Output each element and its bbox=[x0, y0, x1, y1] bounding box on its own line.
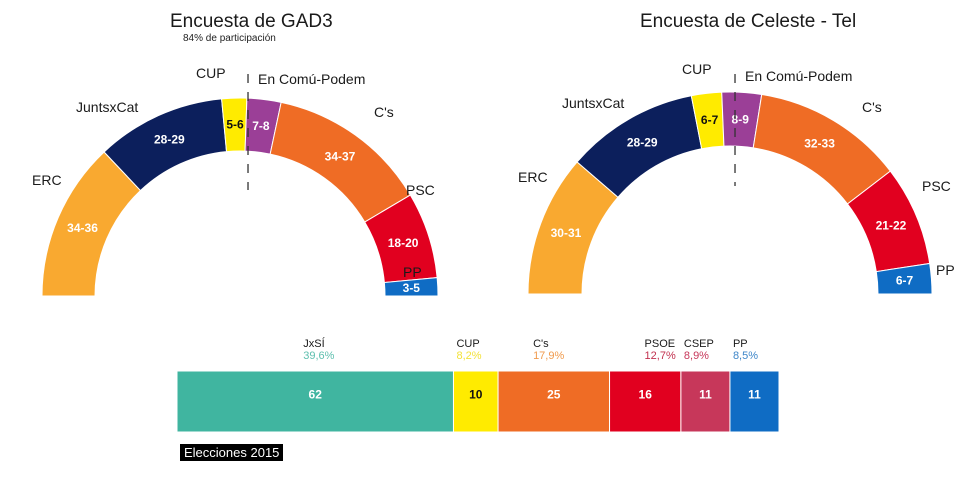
party-label-erc: ERC bbox=[32, 172, 62, 188]
segment-seats-label: 8-9 bbox=[732, 112, 750, 126]
segment-seats-label: 32-33 bbox=[804, 137, 835, 151]
bar-party-name: JxSÍ bbox=[303, 338, 325, 350]
bar-segment-csep bbox=[680, 370, 731, 433]
bar-party-pct: 8,5% bbox=[732, 350, 759, 362]
bar-party-name: PP bbox=[732, 338, 748, 350]
party-label-juntsxcat: JuntsxCat bbox=[76, 99, 138, 115]
bar-segment-psoe bbox=[609, 370, 682, 433]
hemicycle-celeste: 30-31 ERC 28-29 JuntsxCat 6-7 CUP 8-9 En Comú-P… bbox=[518, 61, 955, 295]
party-label-cup: CUP bbox=[196, 65, 226, 81]
segment-seats-label: 7-8 bbox=[252, 119, 270, 133]
chart-subtitle-gad3: 84% de participación bbox=[183, 33, 276, 44]
segment-seats-label: 18-20 bbox=[388, 236, 419, 250]
segment-seats-label: 30-31 bbox=[551, 226, 582, 240]
party-label-pp: PP bbox=[403, 264, 422, 280]
party-label-erc: ERC bbox=[518, 169, 548, 185]
bar-segment-c-s bbox=[497, 370, 611, 433]
hemicycle-gad3: 34-36 ERC 28-29 JuntsxCat 5-6 CUP 7-8 En Comú-P… bbox=[32, 65, 439, 297]
bar-value-label: 62 bbox=[309, 388, 323, 402]
segment-seats-label: 28-29 bbox=[154, 133, 185, 147]
bar-party-pct: 17,9% bbox=[533, 350, 565, 362]
segment-seats-label: 21-22 bbox=[876, 218, 907, 232]
elections-2015-badge: Elecciones 2015 bbox=[180, 444, 284, 461]
bar-segment-pp bbox=[729, 370, 780, 433]
segment-seats-label: 5-6 bbox=[226, 118, 244, 132]
bar-party-pct: 8,2% bbox=[456, 350, 482, 362]
party-label-psc: PSC bbox=[922, 178, 951, 194]
segment-seats-label: 6-7 bbox=[701, 113, 719, 127]
seat-segment-pp bbox=[875, 262, 933, 295]
chart-title-gad3: Encuesta de GAD3 bbox=[170, 11, 333, 32]
bar-party-pct: 12,7% bbox=[644, 350, 676, 362]
bar-value-label: 11 bbox=[748, 388, 761, 402]
segment-seats-label: 3-5 bbox=[403, 281, 421, 295]
seat-segment-pp bbox=[383, 277, 439, 297]
segment-seats-label: 28-29 bbox=[627, 136, 658, 150]
bar-party-pct: 39,6% bbox=[303, 350, 335, 362]
chart-title-celeste: Encuesta de Celeste - Tel bbox=[640, 11, 857, 32]
results-bar-2015: 62 10 25 16 11 11 bbox=[176, 370, 780, 433]
segment-seats-label: 34-36 bbox=[67, 221, 98, 235]
bar-party-name: C's bbox=[533, 338, 549, 350]
bar-segment-cup bbox=[452, 370, 499, 433]
party-label-juntsxcat: JuntsxCat bbox=[562, 95, 624, 111]
bar-value-label: 16 bbox=[639, 388, 653, 402]
bar-value-label: 11 bbox=[699, 388, 712, 402]
party-label-c-s: C's bbox=[374, 104, 394, 120]
bar-value-label: 25 bbox=[547, 388, 561, 402]
bar-segment-jxs bbox=[176, 370, 454, 433]
party-label-en-com-podem: En Comú-Podem bbox=[258, 71, 365, 87]
party-label-pp: PP bbox=[936, 262, 955, 278]
bar-party-pct: 8,9% bbox=[683, 350, 709, 362]
bar-party-name: CUP bbox=[456, 338, 480, 350]
bar-party-name: PSOE bbox=[644, 338, 676, 350]
party-label-c-s: C's bbox=[862, 99, 882, 115]
segment-seats-label: 34-37 bbox=[325, 150, 356, 164]
party-label-psc: PSC bbox=[406, 182, 435, 198]
bar-party-name: CSEP bbox=[683, 338, 714, 350]
party-label-cup: CUP bbox=[682, 61, 712, 77]
segment-seats-label: 6-7 bbox=[896, 274, 914, 288]
party-label-en-com-podem: En Comú-Podem bbox=[745, 68, 852, 84]
bar-value-label: 10 bbox=[469, 388, 483, 402]
